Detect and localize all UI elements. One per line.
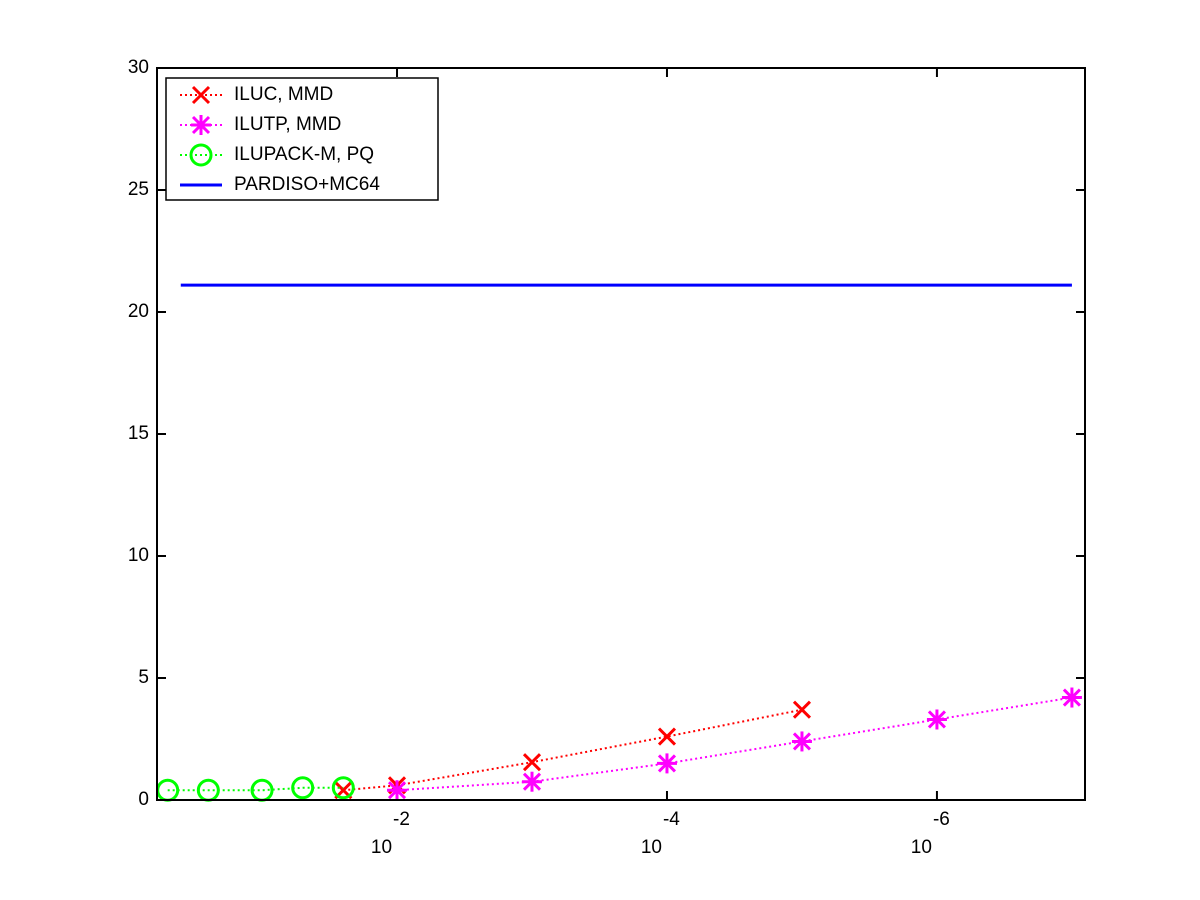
x-tick-exponent: -2 [393, 809, 410, 830]
legend: ILUC, MMD ILUTP, MMD ILUPACK-M, PQ PARDISO+… [165, 77, 439, 201]
legend-box [165, 77, 439, 201]
data-point [792, 700, 812, 719]
data-point [656, 753, 677, 774]
legend-label: PARDISO+MC64 [234, 174, 380, 195]
marker-stroke [657, 727, 677, 746]
data-point [1061, 687, 1082, 708]
y-tick-label: 30 [128, 57, 149, 78]
x-tick-exponent: -4 [663, 809, 680, 830]
x-tick-label: 10 [371, 837, 392, 858]
y-tick-label: 0 [138, 789, 149, 810]
legend-marker [191, 85, 211, 105]
x-tick-label: 10 [641, 837, 662, 858]
legend-label: ILUTP, MMD [234, 114, 341, 135]
data-point [521, 771, 542, 792]
data-point [926, 709, 947, 730]
data-point [387, 780, 408, 801]
marker-stroke [331, 776, 355, 800]
y-tick-label: 15 [128, 423, 149, 444]
data-point [291, 776, 315, 800]
marker-stroke [189, 143, 213, 167]
axes-box [156, 67, 1086, 801]
y-tick-label: 25 [128, 179, 149, 200]
data-point [657, 727, 677, 746]
x-tick-exponent: -6 [933, 809, 950, 830]
y-tick-label: 10 [128, 545, 149, 566]
legend-marker [191, 115, 211, 135]
marker-stroke [191, 85, 211, 105]
marker-stroke [792, 700, 812, 719]
data-point [331, 776, 355, 800]
legend-marker [189, 143, 213, 167]
y-tick-label: 20 [128, 301, 149, 322]
data-point [791, 731, 812, 752]
marker-stroke [291, 776, 315, 800]
data-point [522, 753, 542, 772]
legend-label: ILUC, MMD [234, 84, 333, 105]
legend-label: ILUPACK-M, PQ [234, 144, 374, 165]
y-tick-label: 5 [138, 667, 149, 688]
marker-stroke [522, 753, 542, 772]
x-tick-label: 10 [911, 837, 932, 858]
